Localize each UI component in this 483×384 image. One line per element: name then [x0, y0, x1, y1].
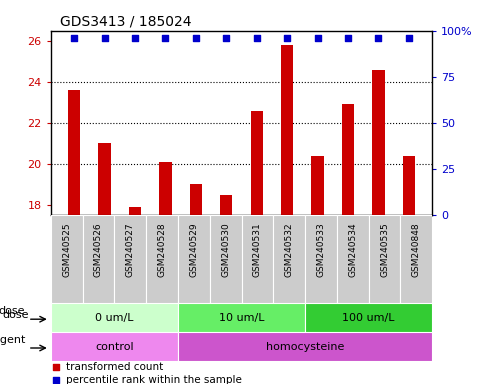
Bar — [129, 207, 141, 215]
Point — [53, 364, 60, 370]
Text: GSM240529: GSM240529 — [189, 222, 199, 277]
Point — [283, 35, 291, 41]
Bar — [68, 90, 80, 215]
Text: GSM240531: GSM240531 — [253, 222, 262, 277]
Text: dose: dose — [0, 306, 25, 316]
Bar — [190, 184, 202, 215]
Text: GSM240530: GSM240530 — [221, 222, 230, 277]
Text: transformed count: transformed count — [66, 362, 163, 372]
Bar — [242, 215, 273, 303]
Bar — [51, 332, 178, 361]
Bar — [305, 215, 337, 303]
Text: agent: agent — [0, 335, 25, 345]
Bar — [210, 215, 242, 303]
Bar — [372, 70, 384, 215]
Bar — [178, 303, 305, 332]
Point — [131, 35, 139, 41]
Point — [53, 376, 60, 382]
Point — [313, 35, 321, 41]
Point — [374, 35, 382, 41]
Text: GSM240526: GSM240526 — [94, 222, 103, 277]
Text: GSM240527: GSM240527 — [126, 222, 135, 277]
Bar — [99, 143, 111, 215]
Bar — [83, 215, 114, 303]
Point — [71, 35, 78, 41]
Text: percentile rank within the sample: percentile rank within the sample — [66, 374, 242, 384]
Point — [223, 35, 230, 41]
Text: GSM240533: GSM240533 — [316, 222, 326, 277]
Point — [101, 35, 109, 41]
Bar — [305, 303, 432, 332]
Bar — [251, 111, 263, 215]
Text: GSM240525: GSM240525 — [62, 222, 71, 277]
Bar — [178, 215, 210, 303]
Point — [253, 35, 260, 41]
Text: GDS3413 / 185024: GDS3413 / 185024 — [60, 15, 192, 29]
Bar — [51, 303, 178, 332]
Text: GSM240534: GSM240534 — [348, 222, 357, 277]
Point — [344, 35, 352, 41]
Bar — [312, 156, 324, 215]
Point — [162, 35, 170, 41]
Bar — [273, 215, 305, 303]
Bar — [342, 104, 354, 215]
Bar — [178, 332, 432, 361]
Point — [192, 35, 200, 41]
Point — [405, 35, 412, 41]
Bar — [369, 215, 400, 303]
Text: homocysteine: homocysteine — [266, 341, 344, 352]
Bar — [114, 215, 146, 303]
Text: control: control — [95, 341, 134, 352]
Bar — [220, 195, 232, 215]
Bar — [337, 215, 369, 303]
Bar — [281, 45, 293, 215]
Bar — [159, 162, 171, 215]
Text: GSM240535: GSM240535 — [380, 222, 389, 277]
Text: 100 um/L: 100 um/L — [342, 313, 395, 323]
Text: dose: dose — [2, 310, 29, 320]
Text: GSM240528: GSM240528 — [157, 222, 167, 277]
Bar — [400, 215, 432, 303]
Text: GSM240532: GSM240532 — [284, 222, 294, 277]
Text: 0 um/L: 0 um/L — [95, 313, 134, 323]
Bar — [146, 215, 178, 303]
Bar — [403, 156, 415, 215]
Text: 10 um/L: 10 um/L — [219, 313, 264, 323]
Bar — [51, 215, 83, 303]
Text: GSM240848: GSM240848 — [412, 222, 421, 277]
